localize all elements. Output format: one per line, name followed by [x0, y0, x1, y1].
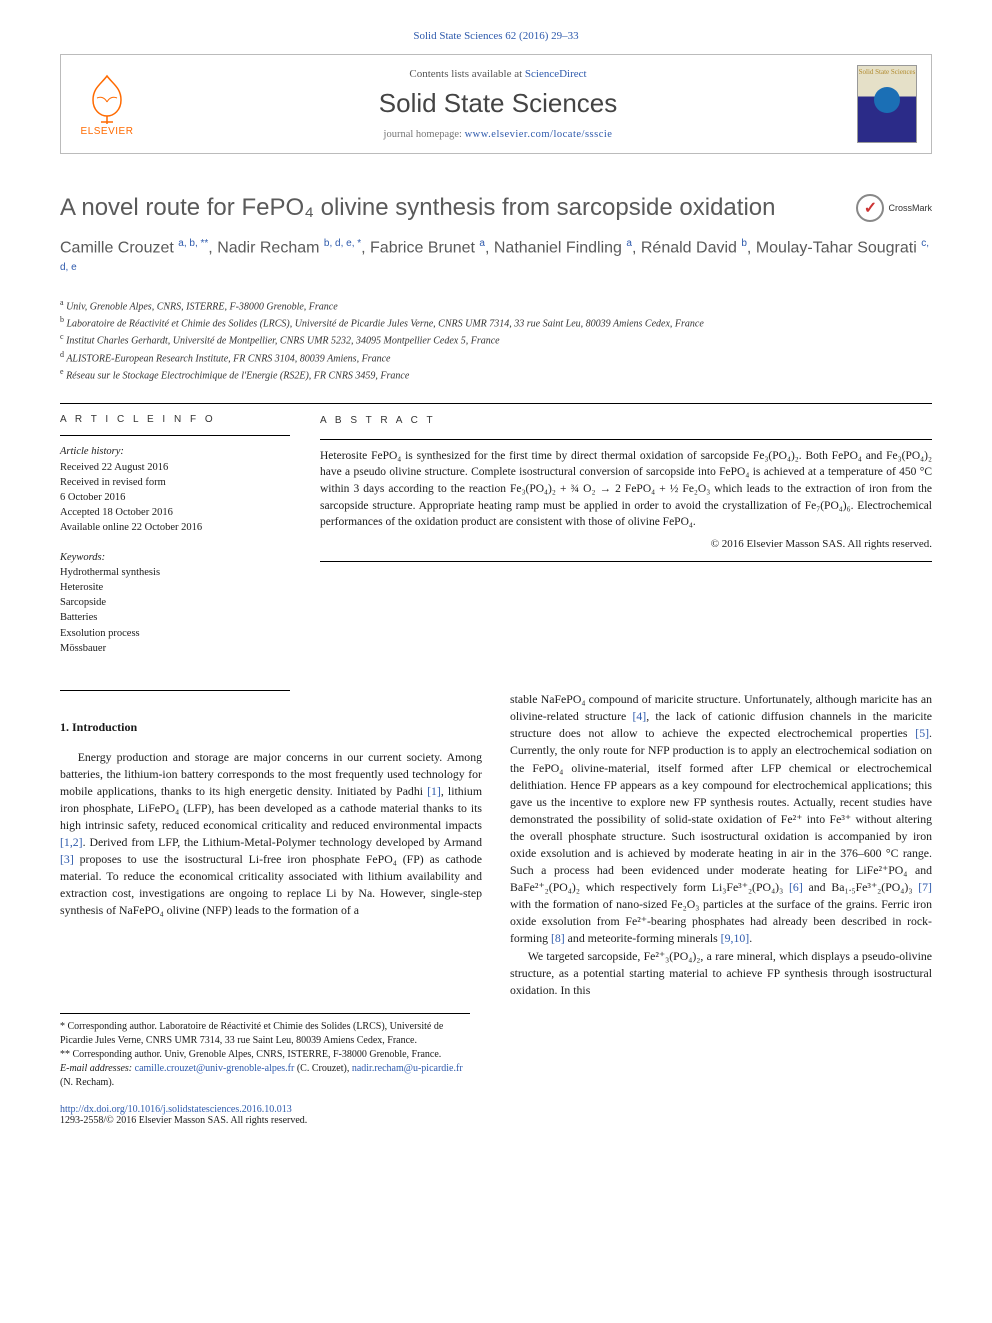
abstract-text: Heterosite FePO₄ is synthesized for the …: [320, 448, 932, 531]
page-footer: http://dx.doi.org/10.1016/j.solidstatesc…: [60, 1104, 932, 1126]
article-title: A novel route for FePO₄ olivine synthesi…: [60, 194, 842, 222]
doi-link[interactable]: http://dx.doi.org/10.1016/j.solidstatesc…: [60, 1104, 932, 1115]
author-list: Camille Crouzet a, b, **, Nadir Recham b…: [60, 236, 932, 285]
journal-homepage: journal homepage: www.elsevier.com/locat…: [139, 129, 857, 140]
abstract: A B S T R A C T Heterosite FePO₄ is synt…: [320, 414, 932, 670]
homepage-link[interactable]: www.elsevier.com/locate/ssscie: [465, 129, 613, 140]
elsevier-label: ELSEVIER: [81, 126, 134, 137]
abstract-copyright: © 2016 Elsevier Masson SAS. All rights r…: [320, 537, 932, 553]
journal-name: Solid State Sciences: [139, 88, 857, 119]
contents-available: Contents lists available at ScienceDirec…: [139, 68, 857, 80]
keywords: Keywords: Hydrothermal synthesisHeterosi…: [60, 550, 290, 657]
masthead-center: Contents lists available at ScienceDirec…: [139, 68, 857, 140]
intro-p3: We targeted sarcopside, Fe²⁺₃(PO₄)₂, a r…: [510, 948, 932, 999]
email-2[interactable]: nadir.recham@u-picardie.fr: [352, 1063, 463, 1074]
elsevier-logo: ELSEVIER: [75, 72, 139, 137]
article-info: A R T I C L E I N F O Article history: R…: [60, 414, 290, 670]
article-info-heading: A R T I C L E I N F O: [60, 414, 290, 425]
info-abstract-row: A R T I C L E I N F O Article history: R…: [60, 414, 932, 670]
journal-cover-thumb: Solid State Sciences: [857, 65, 917, 143]
intro-p1: Energy production and storage are major …: [60, 749, 482, 920]
citation-header: Solid State Sciences 62 (2016) 29–33: [60, 30, 932, 42]
affiliations: a Univ, Grenoble Alpes, CNRS, ISTERRE, F…: [60, 297, 932, 384]
sciencedirect-link[interactable]: ScienceDirect: [525, 68, 587, 80]
crossmark-icon: ✓: [856, 194, 884, 222]
email-1[interactable]: camille.crouzet@univ-grenoble-alpes.fr: [135, 1063, 295, 1074]
masthead: ELSEVIER Contents lists available at Sci…: [60, 54, 932, 154]
elsevier-tree-icon: [83, 72, 131, 124]
intro-p2: stable NaFePO₄ compound of maricite stru…: [510, 691, 932, 947]
title-row: A novel route for FePO₄ olivine synthesi…: [60, 194, 932, 222]
corr-author-2: ** Corresponding author. Univ, Grenoble …: [60, 1048, 470, 1062]
article-history: Article history: Received 22 August 2016…: [60, 444, 290, 535]
body-columns: 1. Introduction Energy production and st…: [60, 691, 932, 999]
corr-author-1: * Corresponding author. Laboratoire de R…: [60, 1020, 470, 1048]
email-line: E-mail addresses: camille.crouzet@univ-g…: [60, 1062, 470, 1090]
abstract-heading: A B S T R A C T: [320, 414, 932, 429]
crossmark-badge[interactable]: ✓ CrossMark: [856, 194, 932, 222]
corresponding-footnotes: * Corresponding author. Laboratoire de R…: [60, 1013, 470, 1090]
issn-copyright: 1293-2558/© 2016 Elsevier Masson SAS. Al…: [60, 1115, 932, 1126]
section-1-heading: 1. Introduction: [60, 719, 482, 736]
